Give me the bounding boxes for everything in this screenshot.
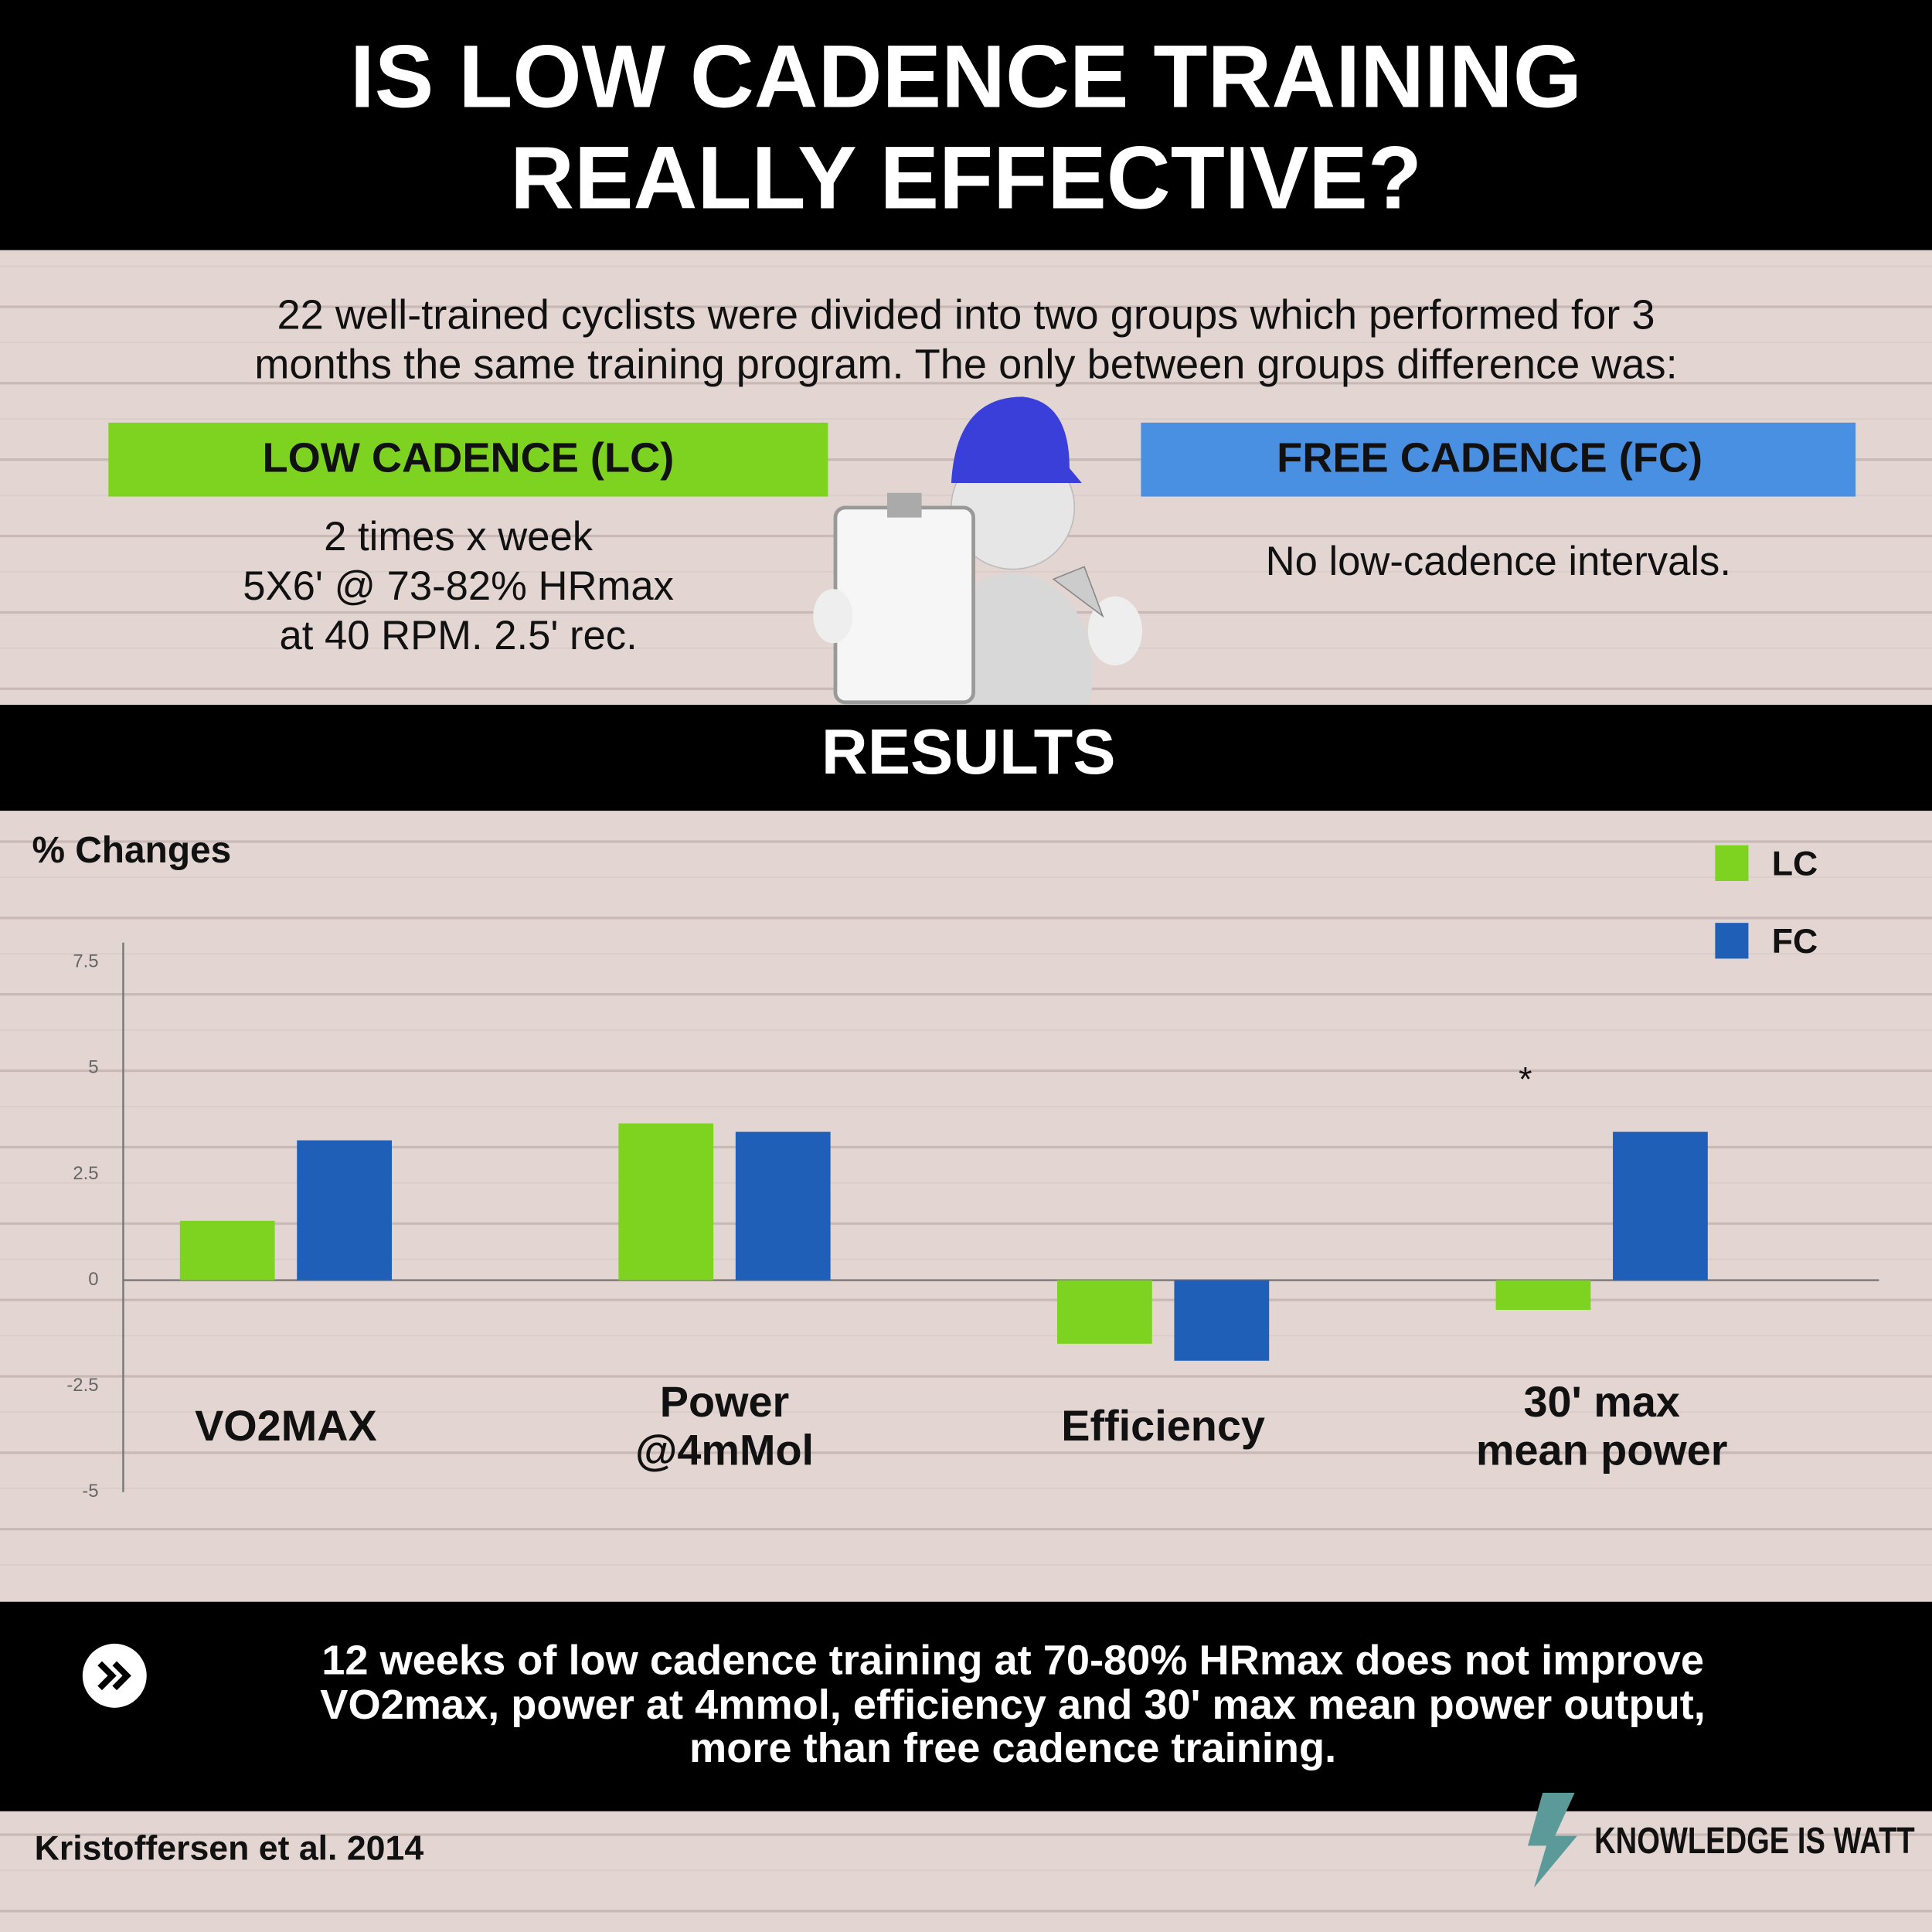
icon-chevron [97,1661,131,1691]
header-bar [0,0,1932,250]
x-tick-label: 30' max [1523,1377,1680,1426]
y-tick-label: 7.5 [73,951,98,972]
title: IS LOW CADENCE TRAINING [350,28,1582,127]
x-tick-label: @4mMol [635,1425,814,1474]
group-text: No low-cadence intervals. [1266,539,1731,584]
group-label: FREE CADENCE (FC) [1277,435,1702,481]
conclusion-text: 12 weeks of low cadence training at 70-8… [321,1638,1704,1684]
conclusion-text: more than free cadence training. [689,1725,1336,1771]
bar [179,1220,275,1281]
results-title: RESULTS [821,716,1116,787]
y-tick-label: 2.5 [73,1163,98,1184]
x-tick-label: Power [660,1377,789,1426]
y-tick-label: 0 [88,1269,98,1290]
citation: Kristoffersen et al. 2014 [35,1830,424,1868]
bar [1613,1131,1708,1281]
conclusion-text: VO2max, power at 4mmol, efficiency and 3… [320,1682,1706,1728]
y-tick-label: -5 [82,1481,98,1502]
intro-text: 22 well-trained cyclists were divided in… [277,292,1655,338]
fc-box [1141,422,1856,497]
lc-box [108,422,828,497]
results-bar [0,704,1932,811]
bar [1056,1280,1152,1344]
bar [297,1140,393,1281]
brand: KNOWLEDGE IS WATT [1594,1821,1915,1862]
x-tick-label: Efficiency [1061,1401,1265,1450]
brand-logo [1528,1792,1577,1888]
group-text: at 40 RPM. 2.5' rec. [279,613,637,658]
y-tick-label: 5 [88,1057,98,1078]
chart: 7.5 5 2.5 0 -2.5 -5 VO2MAX Power@4mMol Efficienc… [66,845,1879,1502]
group-label: LOW CADENCE (LC) [262,435,674,481]
group-text: 5X6' @ 73-82% HRmax [243,563,674,609]
group-text: 2 times x week [324,514,594,560]
bar [1495,1280,1591,1310]
intro-text: months the same training program. The on… [254,341,1677,387]
bar [735,1131,831,1281]
bar [618,1123,714,1281]
bar [1174,1280,1270,1361]
legend-label: LC [1772,845,1818,883]
legend-label: FC [1772,923,1818,961]
conclusion-bar [0,1601,1932,1811]
x-tick-label: VO2MAX [195,1401,377,1450]
y-tick-label: -2.5 [66,1375,98,1396]
title: REALLY EFFECTIVE? [510,128,1422,227]
x-tick-label: mean power [1476,1425,1728,1474]
annotation: * [1519,1061,1532,1099]
legend-swatch [1715,845,1749,881]
legend-swatch [1715,923,1749,959]
y-axis-label: % Changes [32,830,231,871]
